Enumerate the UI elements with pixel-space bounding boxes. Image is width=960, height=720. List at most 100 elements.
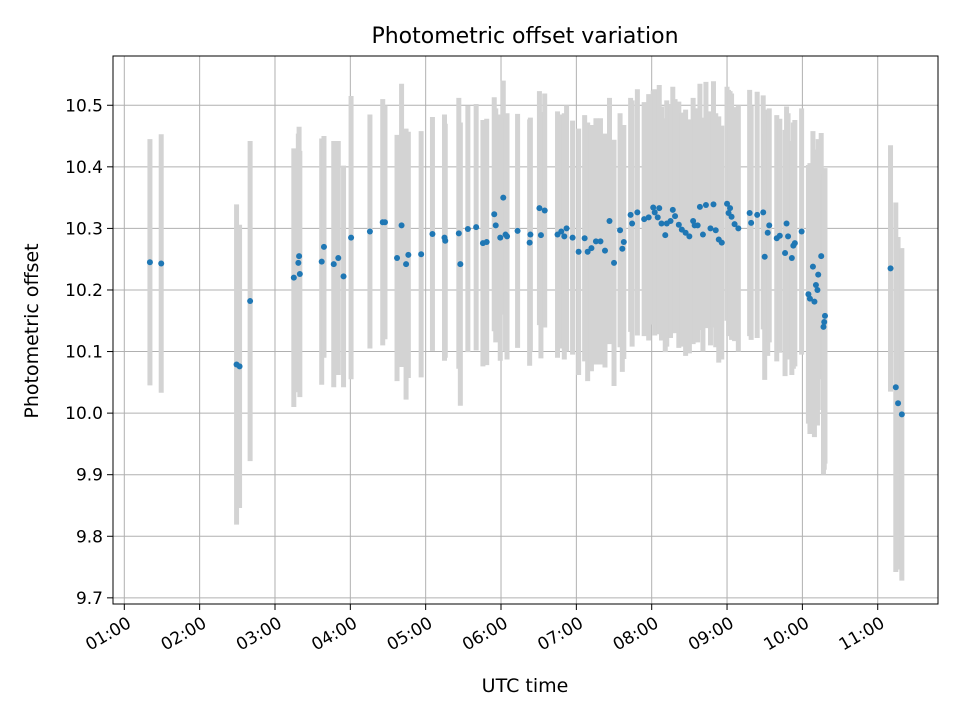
data-point	[812, 282, 819, 289]
data-point	[654, 214, 661, 221]
data-point	[146, 259, 153, 266]
x-axis-label: UTC time	[482, 675, 569, 697]
data-point	[754, 211, 761, 218]
y-tick-label: 10.0	[65, 404, 103, 424]
data-point	[558, 228, 565, 235]
data-point	[735, 225, 742, 232]
data-point	[651, 209, 658, 216]
data-point	[348, 234, 355, 241]
data-point	[658, 220, 665, 227]
data-point	[366, 228, 373, 235]
data-point	[724, 200, 731, 207]
data-point	[782, 250, 789, 257]
data-point	[429, 230, 436, 237]
data-point	[694, 222, 701, 229]
data-point	[575, 248, 582, 255]
y-tick-label: 10.4	[65, 158, 103, 178]
data-point	[398, 222, 405, 229]
data-point	[686, 233, 693, 240]
data-point	[464, 226, 471, 233]
data-point	[295, 259, 302, 266]
data-point	[820, 323, 827, 330]
data-point	[247, 298, 254, 305]
data-point	[798, 228, 805, 235]
data-point	[696, 203, 703, 210]
data-point	[702, 202, 709, 209]
data-point	[815, 271, 822, 278]
data-point	[584, 248, 591, 255]
data-point	[672, 213, 679, 220]
data-point	[675, 221, 682, 228]
plot-frame	[112, 55, 939, 605]
data-point	[381, 219, 388, 226]
data-point	[699, 231, 706, 238]
data-point	[791, 240, 798, 247]
data-point	[727, 205, 734, 212]
data-point	[455, 230, 462, 237]
data-point	[335, 254, 342, 261]
data-point	[811, 298, 818, 305]
data-point	[641, 216, 648, 223]
y-tick-label: 9.7	[76, 589, 103, 609]
data-point	[788, 254, 795, 261]
data-point	[526, 239, 533, 246]
data-point	[783, 220, 790, 227]
data-point	[776, 232, 783, 239]
data-point	[731, 221, 738, 228]
y-tick-label: 10.3	[65, 219, 103, 239]
data-point	[236, 363, 243, 370]
data-point	[483, 238, 490, 245]
data-point	[710, 201, 717, 208]
data-point	[561, 233, 568, 240]
data-point	[898, 411, 905, 418]
data-point	[500, 194, 507, 201]
data-point	[320, 243, 327, 250]
data-point	[650, 204, 657, 211]
data-point	[818, 253, 825, 260]
data-point	[821, 312, 828, 319]
data-point	[330, 261, 337, 268]
data-point	[895, 400, 902, 407]
data-point	[569, 234, 576, 241]
data-point	[656, 205, 663, 212]
data-point	[707, 225, 714, 232]
data-point	[887, 265, 894, 272]
chart-title: Photometric offset variation	[371, 24, 678, 49]
data-point	[394, 254, 401, 261]
data-point	[662, 232, 669, 239]
data-point	[764, 229, 771, 236]
data-point	[617, 227, 624, 234]
data-point	[527, 231, 534, 238]
data-point	[418, 251, 425, 258]
data-point	[296, 253, 303, 260]
data-point	[606, 218, 613, 225]
data-point	[457, 261, 464, 268]
data-point	[504, 233, 511, 240]
data-point	[497, 234, 504, 241]
data-point	[403, 261, 410, 268]
y-tick-label: 9.9	[76, 466, 103, 486]
data-point	[746, 210, 753, 217]
data-point	[619, 245, 626, 252]
data-point	[748, 219, 755, 226]
data-point	[541, 207, 548, 214]
data-point	[588, 245, 595, 252]
data-point	[592, 238, 599, 245]
data-point	[611, 259, 618, 266]
data-point	[620, 238, 627, 245]
data-point	[645, 214, 652, 221]
data-point	[761, 253, 768, 260]
data-point	[537, 232, 544, 239]
data-point	[669, 206, 676, 213]
data-point	[712, 227, 719, 234]
data-point	[892, 384, 899, 391]
data-point	[158, 260, 165, 267]
data-point	[627, 211, 634, 218]
data-point	[718, 239, 725, 246]
data-point	[728, 213, 735, 220]
y-tick-label: 10.1	[65, 343, 103, 363]
data-point	[514, 227, 521, 234]
data-point	[766, 222, 773, 229]
data-point	[785, 233, 792, 240]
